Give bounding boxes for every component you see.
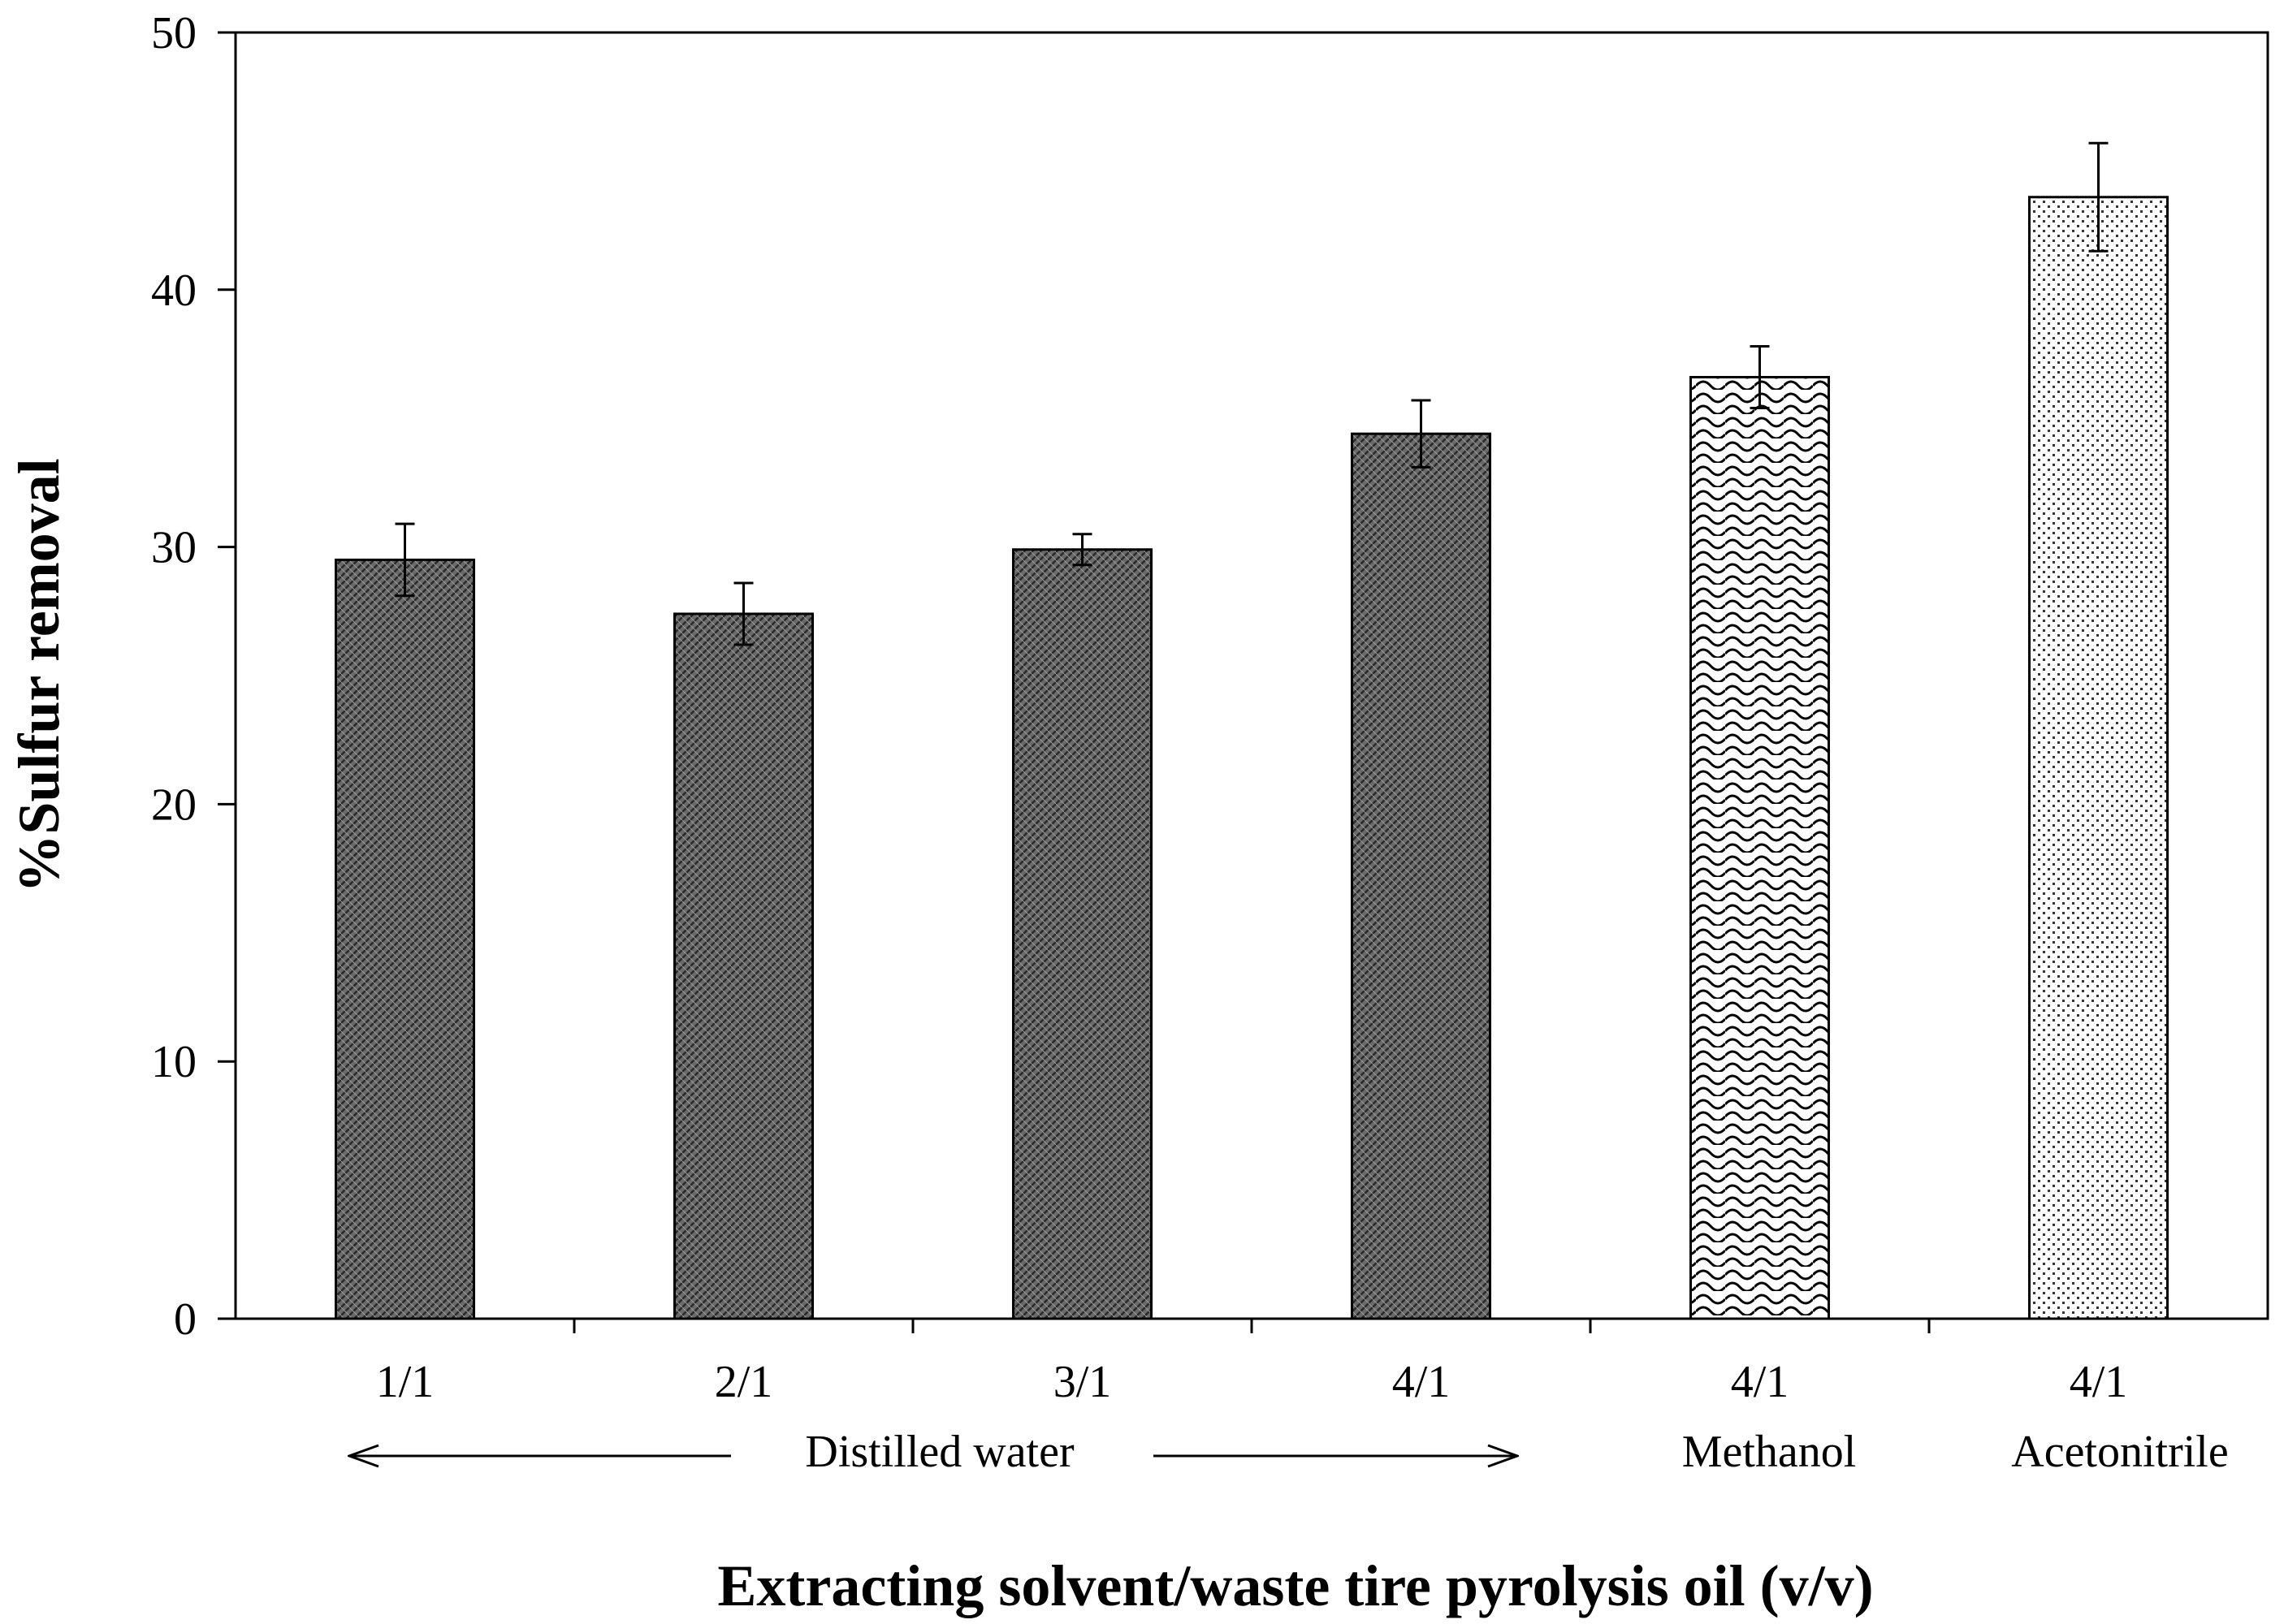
group-label-methanol: Methanol	[1682, 1427, 1857, 1477]
error-bar-2	[733, 581, 754, 646]
error-bar-5	[1750, 344, 1770, 410]
group-label-distilled-water: Distilled water	[805, 1427, 1075, 1477]
y-axis: 0 10 20 30 40 50	[151, 8, 236, 1345]
x-tick-label: 3/1	[1053, 1357, 1112, 1407]
x-tick-label: 1/1	[376, 1357, 435, 1407]
group-labels: Distilled water Methanol Acetonitrile	[349, 1427, 2229, 1477]
y-axis-title: %Sulfur removal	[6, 458, 71, 892]
y-tick-label: 20	[151, 780, 197, 830]
bar-1	[335, 558, 475, 1320]
bar-5	[1689, 376, 1830, 1320]
y-tick-label: 40	[151, 266, 197, 316]
group-label-acetonitrile: Acetonitrile	[2011, 1427, 2228, 1477]
x-tick-label: 4/1	[1731, 1357, 1789, 1407]
error-bar-1	[395, 522, 415, 598]
y-tick-label: 50	[151, 8, 197, 58]
error-bars	[395, 141, 2109, 646]
plot-frame	[234, 31, 2269, 1320]
x-tick-labels: 1/1 2/1 3/1 4/1 4/1 4/1	[376, 1319, 2128, 1407]
bar-6	[2028, 196, 2169, 1320]
x-tick-label: 2/1	[715, 1357, 773, 1407]
x-tick-label: 4/1	[1392, 1357, 1451, 1407]
bar-3	[1012, 548, 1153, 1320]
x-tick-label: 4/1	[2070, 1357, 2128, 1407]
error-bar-6	[2088, 141, 2109, 253]
bars	[335, 196, 2169, 1320]
error-bar-3	[1072, 533, 1092, 567]
y-tick-label: 30	[151, 523, 197, 573]
y-tick-label: 0	[174, 1294, 197, 1345]
y-tick-label: 10	[151, 1037, 197, 1087]
bar-2	[673, 612, 814, 1320]
x-axis-title: Extracting solvent/waste tire pyrolysis …	[717, 1553, 1873, 1618]
bar-4	[1351, 432, 1491, 1320]
error-bar-4	[1411, 399, 1431, 469]
